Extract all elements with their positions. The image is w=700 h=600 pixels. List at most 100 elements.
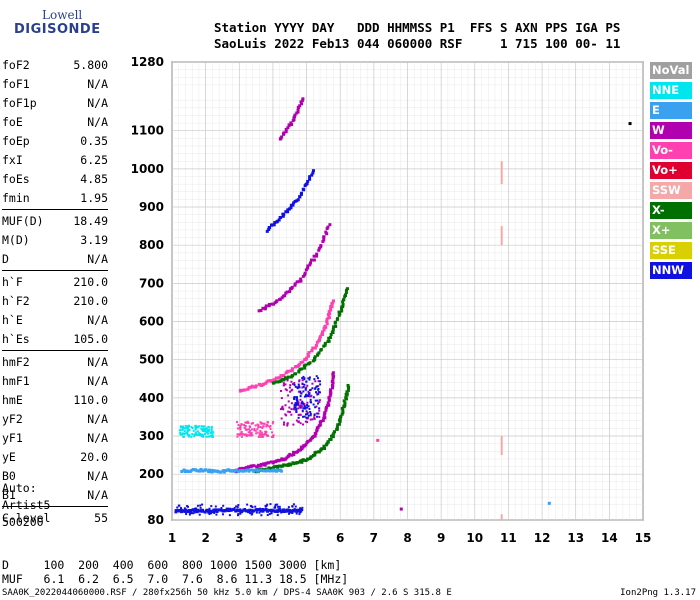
echo-point — [181, 432, 184, 435]
x-tick-label: 5 — [302, 531, 310, 545]
echo-trace-point — [272, 465, 276, 469]
echo-point — [318, 409, 321, 412]
echo-trace-point — [266, 468, 270, 472]
echo-trace-point — [308, 263, 312, 267]
echo-point — [178, 504, 181, 507]
isolated-echo — [628, 122, 632, 126]
echo-point — [286, 379, 289, 382]
echo-point — [313, 416, 316, 419]
echo-point — [187, 434, 190, 437]
echo-point — [261, 435, 264, 438]
legend-item: X- — [650, 202, 692, 219]
echo-point — [220, 506, 223, 509]
echo-point — [255, 432, 258, 435]
echo-trace-point — [340, 307, 344, 311]
legend-item: Vo+ — [650, 162, 692, 179]
echo-point — [181, 433, 184, 436]
param-value: 0.35 — [80, 134, 108, 148]
echo-point — [237, 427, 240, 430]
echo-trace-point — [275, 299, 279, 303]
echo-point — [308, 407, 311, 410]
echo-point — [306, 411, 309, 414]
echo-point — [286, 424, 289, 427]
echo-trace-point — [215, 509, 219, 513]
echo-trace-point — [252, 469, 256, 473]
echo-point — [318, 401, 321, 404]
echo-trace-point — [223, 509, 227, 513]
echo-point — [259, 429, 262, 432]
echo-trace-point — [204, 468, 208, 472]
echo-point — [244, 421, 247, 424]
echo-trace-point — [286, 375, 290, 379]
echo-point — [193, 435, 196, 438]
echo-point — [240, 433, 243, 436]
echo-trace-point — [315, 343, 319, 347]
echo-trace-point — [247, 386, 251, 390]
echo-point — [197, 433, 200, 436]
echo-trace-point — [221, 509, 225, 513]
echo-trace-point — [244, 466, 248, 470]
echo-point — [185, 513, 188, 516]
echo-trace-point — [289, 121, 293, 125]
echo-point — [202, 425, 205, 428]
echo-point — [238, 434, 241, 437]
echo-point — [307, 377, 310, 380]
param-name: h`E — [2, 313, 23, 327]
y-tick-label: 400 — [139, 391, 164, 405]
echo-point — [302, 375, 305, 378]
echo-trace-point — [261, 306, 265, 310]
echo-point — [319, 383, 322, 386]
echo-trace-point — [225, 508, 229, 512]
echo-trace-point — [335, 425, 339, 429]
echo-point — [246, 421, 249, 424]
echo-point — [297, 421, 300, 424]
param-name: MUF(D) — [2, 214, 44, 228]
echo-trace-point — [280, 135, 284, 139]
echo-point — [291, 505, 294, 508]
echo-trace-point — [321, 330, 325, 334]
echo-point — [302, 407, 305, 410]
echo-trace-point — [299, 100, 303, 104]
echo-point — [290, 413, 293, 416]
echo-trace-point — [305, 182, 309, 186]
echo-point — [197, 425, 200, 428]
echo-point — [236, 433, 239, 436]
echo-trace-point — [282, 463, 286, 467]
echo-trace-point — [308, 361, 312, 365]
echo-point — [257, 435, 260, 438]
echo-point — [316, 399, 319, 402]
echo-point — [288, 386, 291, 389]
echo-trace-point — [344, 291, 348, 295]
echo-trace-point — [282, 212, 286, 216]
echo-trace-point — [174, 509, 178, 513]
x-tick-label: 3 — [235, 531, 243, 545]
echo-point — [256, 431, 259, 434]
echo-point — [308, 392, 311, 395]
echo-trace-point — [264, 461, 268, 465]
echo-trace-point — [343, 293, 347, 297]
echo-point — [306, 416, 309, 419]
param-value: N/A — [87, 252, 108, 266]
echo-trace-point — [191, 508, 195, 512]
x-tick-label: 14 — [601, 531, 618, 545]
echo-point — [295, 399, 298, 402]
echo-point — [210, 505, 213, 508]
echo-point — [300, 405, 303, 408]
echo-point — [182, 427, 185, 430]
echo-trace-point — [284, 463, 288, 467]
echo-trace-point — [240, 388, 244, 392]
echo-point — [184, 427, 187, 430]
echo-point — [291, 383, 294, 386]
echo-trace-point — [338, 418, 342, 422]
echo-trace-point — [332, 374, 336, 378]
echo-trace-point — [252, 509, 256, 513]
echo-point — [192, 512, 195, 515]
echo-trace-point — [306, 439, 310, 443]
echo-trace-point — [297, 369, 301, 373]
echo-trace-point — [291, 461, 295, 465]
echo-trace-point — [245, 509, 249, 513]
echo-trace-point — [331, 371, 335, 375]
echo-trace-point — [331, 377, 335, 381]
echo-trace-point — [287, 454, 291, 458]
echo-trace-point — [230, 508, 234, 512]
